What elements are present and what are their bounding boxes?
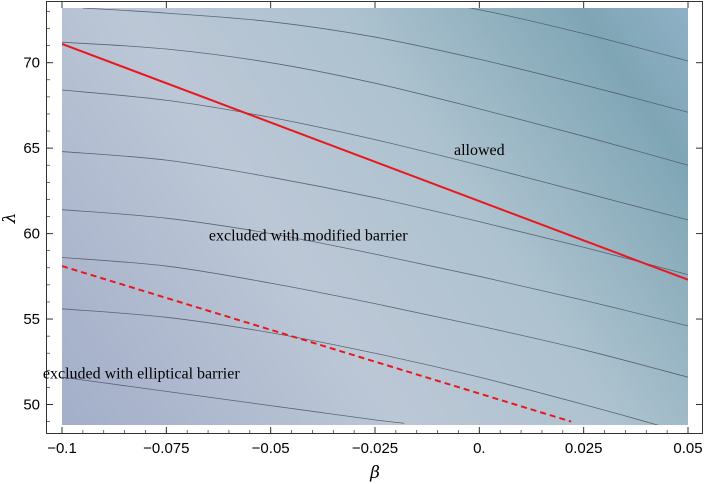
y-tick-label: 60: [23, 226, 40, 243]
contour-line: [62, 308, 660, 425]
contour-line: [468, 8, 688, 62]
x-axis-ticks: −0.1 −0.075 −0.05 −0.025 0. 0.025 0.05: [47, 1, 703, 457]
contour-line: [62, 209, 688, 327]
y-tick-label: 70: [23, 55, 40, 72]
contour-line: [82, 8, 688, 113]
contour-line: [62, 151, 688, 275]
contour-line: [62, 257, 688, 378]
region-annotations: allowed excluded with modified barrier exc…: [43, 142, 505, 383]
x-tick-label: −0.025: [352, 440, 398, 457]
y-tick-label: 55: [23, 311, 40, 328]
region-label: allowed: [454, 142, 505, 159]
exclusion-boundaries: [62, 42, 688, 423]
y-axis-title: λ: [0, 213, 20, 225]
plot-background: [62, 8, 688, 425]
modified-barrier-boundary-line: [62, 42, 688, 281]
y-tick-label: 65: [23, 140, 40, 157]
x-tick-label: 0.05: [673, 440, 702, 457]
contour-line: [62, 376, 405, 424]
contour-line: [62, 41, 688, 166]
x-tick-label: −0.075: [143, 440, 189, 457]
x-axis-title: β: [369, 463, 380, 483]
elliptical-barrier-boundary-line: [62, 265, 572, 423]
y-tick-label: 50: [23, 396, 40, 413]
x-tick-label: 0.: [473, 440, 486, 457]
x-tick-label: −0.05: [252, 440, 290, 457]
x-tick-label: −0.1: [47, 440, 77, 457]
region-label: excluded with elliptical barrier: [43, 366, 240, 383]
y-axis-ticks: 50 55 60 65 70: [23, 11, 703, 422]
contour-line: [62, 89, 688, 221]
region-label: excluded with modified barrier: [209, 227, 408, 244]
contour-lines: [62, 8, 688, 425]
x-tick-label: 0.025: [565, 440, 603, 457]
